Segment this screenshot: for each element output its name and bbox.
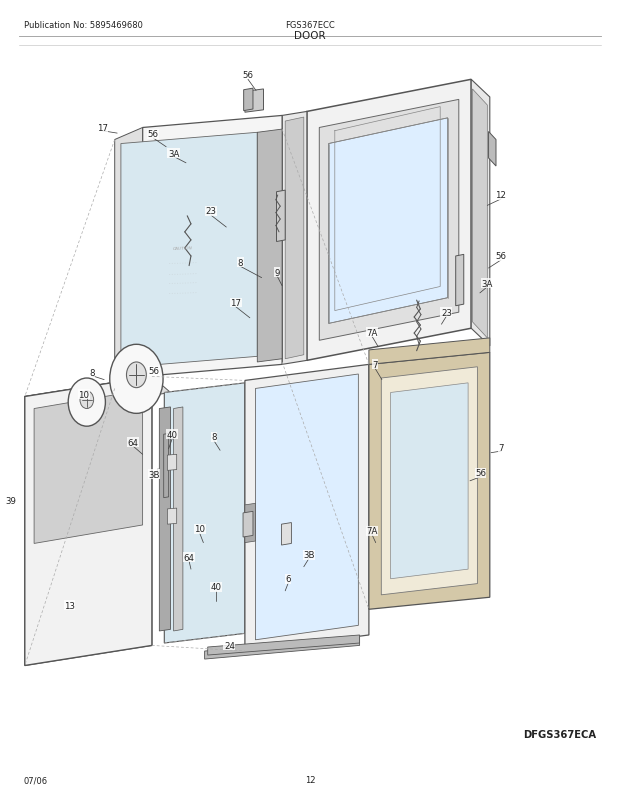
Polygon shape	[167, 508, 177, 525]
Text: 56: 56	[148, 367, 159, 376]
Text: 12: 12	[495, 191, 507, 200]
Polygon shape	[34, 391, 143, 544]
Text: 17: 17	[230, 298, 241, 308]
Text: CAUTION: CAUTION	[173, 246, 193, 251]
Text: 3B: 3B	[303, 550, 314, 560]
Text: 7: 7	[498, 443, 503, 452]
Text: 56: 56	[475, 468, 486, 478]
Polygon shape	[25, 377, 171, 413]
Text: 7A: 7A	[366, 526, 378, 536]
Text: 8: 8	[89, 368, 94, 378]
Circle shape	[80, 391, 94, 409]
Circle shape	[126, 363, 146, 388]
Polygon shape	[205, 638, 360, 659]
Text: DOOR: DOOR	[294, 31, 326, 41]
Text: 8: 8	[238, 258, 243, 268]
Polygon shape	[164, 434, 169, 498]
Polygon shape	[381, 367, 477, 595]
Text: 6: 6	[286, 574, 291, 584]
Text: Publication No: 5895469680: Publication No: 5895469680	[24, 21, 143, 30]
Polygon shape	[167, 455, 177, 471]
Polygon shape	[243, 512, 253, 537]
Circle shape	[110, 345, 163, 414]
Polygon shape	[489, 132, 496, 167]
Polygon shape	[307, 80, 471, 361]
Text: 3A: 3A	[481, 279, 492, 289]
Text: 56: 56	[495, 252, 507, 261]
Text: - - - - - - - - - - -: - - - - - - - - - - -	[169, 280, 197, 285]
Polygon shape	[281, 523, 291, 545]
Text: 07/06: 07/06	[24, 776, 48, 784]
Text: 12: 12	[305, 776, 315, 784]
Text: 9: 9	[275, 268, 280, 277]
Text: 10: 10	[78, 390, 89, 399]
Polygon shape	[115, 128, 143, 389]
Text: 13: 13	[64, 601, 75, 610]
Polygon shape	[174, 407, 183, 631]
Text: 7: 7	[373, 360, 378, 370]
Text: 17: 17	[97, 124, 108, 133]
Text: 3A: 3A	[168, 149, 179, 159]
Polygon shape	[25, 377, 152, 666]
Text: 23: 23	[205, 207, 216, 217]
Text: 39: 39	[6, 496, 17, 506]
Text: 10: 10	[194, 525, 205, 534]
Polygon shape	[472, 90, 487, 338]
Polygon shape	[245, 504, 255, 543]
Text: - - - - - - - - - - -: - - - - - - - - - - -	[169, 260, 197, 265]
Polygon shape	[121, 133, 257, 368]
Polygon shape	[285, 118, 304, 359]
Polygon shape	[255, 375, 358, 640]
Text: 64: 64	[184, 553, 195, 562]
Polygon shape	[369, 353, 490, 610]
Polygon shape	[257, 130, 282, 363]
Text: 7A: 7A	[366, 328, 378, 338]
Polygon shape	[208, 635, 360, 655]
Text: 40: 40	[167, 430, 178, 439]
Polygon shape	[143, 116, 282, 377]
Polygon shape	[456, 255, 464, 306]
Text: 3B: 3B	[148, 470, 159, 480]
Text: DFGS367ECA: DFGS367ECA	[523, 730, 596, 739]
Text: 40: 40	[210, 582, 221, 592]
Polygon shape	[245, 90, 264, 113]
Text: - - - - - - - - - - -: - - - - - - - - - - -	[169, 270, 197, 275]
Text: 8: 8	[211, 432, 216, 442]
Text: - - - - - - - - - - -: - - - - - - - - - - -	[169, 290, 197, 294]
Circle shape	[68, 379, 105, 427]
Polygon shape	[277, 191, 285, 242]
Text: 24: 24	[224, 641, 235, 650]
Polygon shape	[245, 365, 369, 651]
Polygon shape	[471, 80, 490, 346]
Polygon shape	[159, 407, 170, 631]
Polygon shape	[329, 119, 448, 324]
Text: FGS367ECC: FGS367ECC	[285, 21, 335, 30]
Text: 23: 23	[441, 308, 452, 318]
Polygon shape	[244, 89, 253, 111]
Polygon shape	[391, 383, 468, 579]
Polygon shape	[319, 100, 459, 341]
Polygon shape	[25, 377, 152, 666]
Text: 56: 56	[148, 130, 159, 140]
Polygon shape	[282, 112, 307, 365]
Text: 56: 56	[242, 71, 254, 80]
Text: 64: 64	[128, 438, 139, 448]
Polygon shape	[369, 338, 490, 365]
Polygon shape	[164, 383, 245, 643]
